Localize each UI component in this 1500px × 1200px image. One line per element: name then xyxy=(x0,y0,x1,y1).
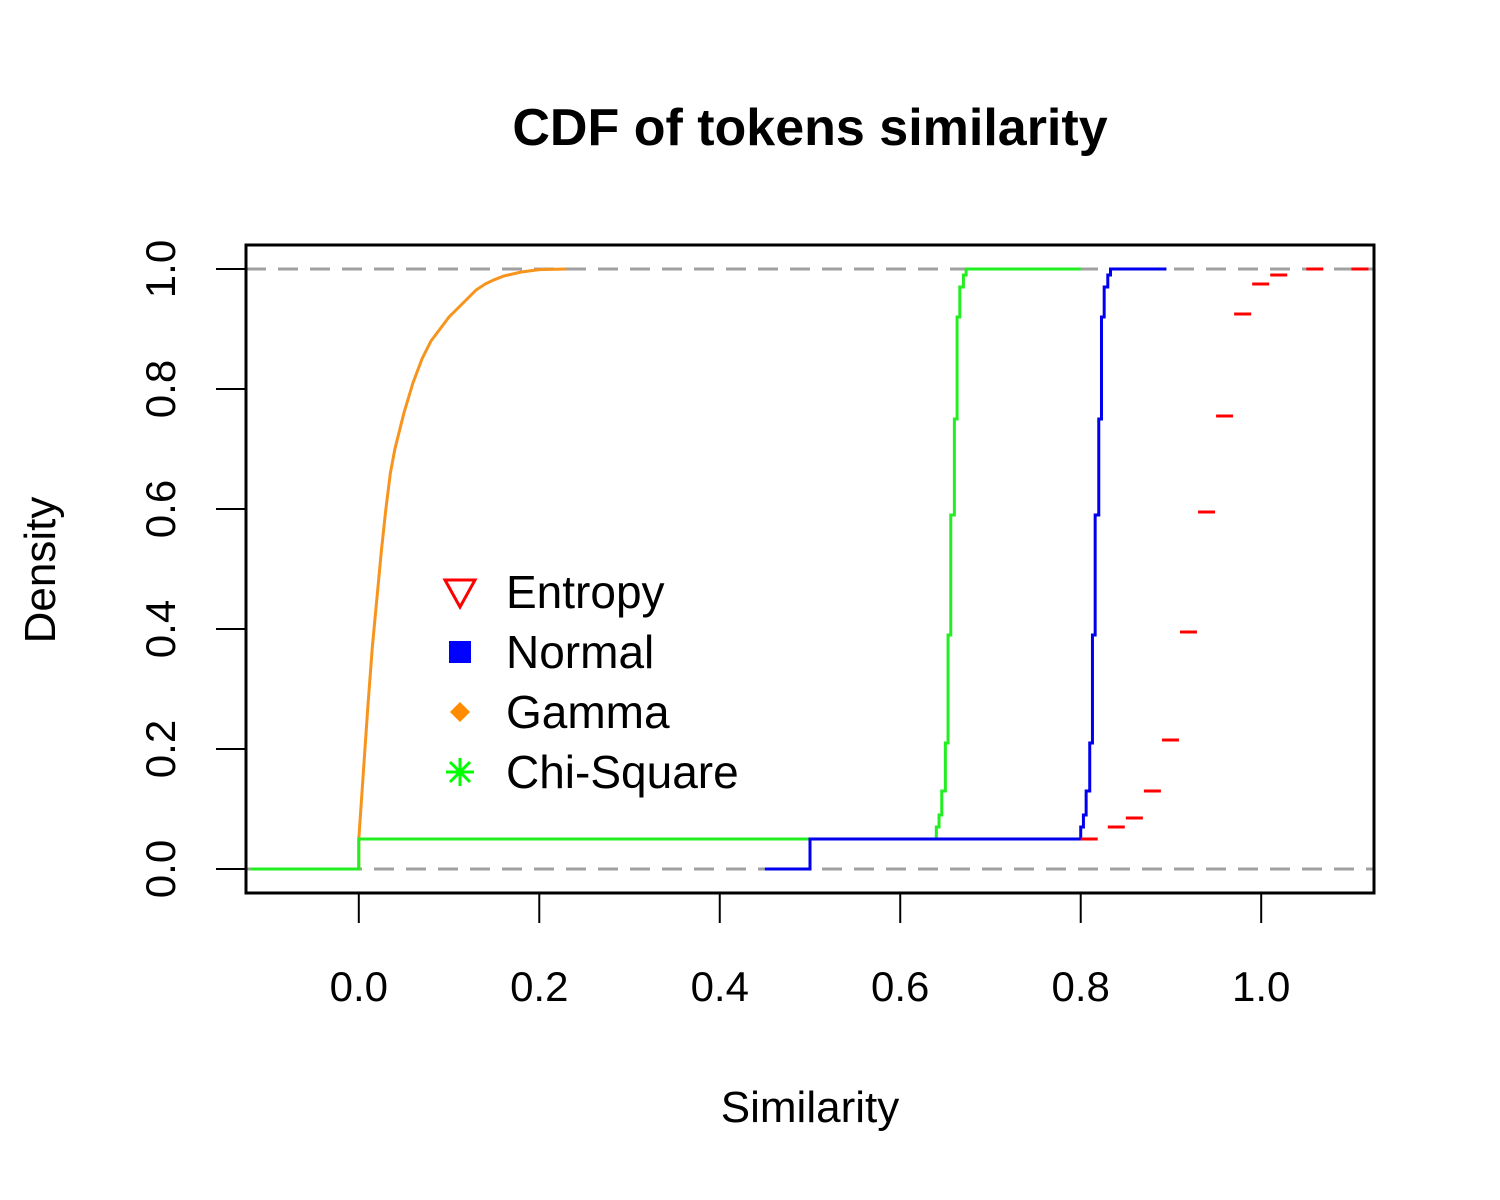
series-line xyxy=(250,267,567,871)
legend-label: Normal xyxy=(506,626,654,678)
series-entropy xyxy=(1080,267,1369,841)
legend-item: Normal xyxy=(449,626,654,678)
y-tick-label: 0.8 xyxy=(137,360,184,418)
x-tick-label: 1.0 xyxy=(1232,963,1290,1010)
x-tick-label: 0.6 xyxy=(871,963,929,1010)
y-axis-label: Density xyxy=(16,497,65,644)
x-tick-label: 0.2 xyxy=(510,963,568,1010)
series-layer xyxy=(250,267,1369,871)
chart-title: CDF of tokens similarity xyxy=(512,99,1107,157)
series-line xyxy=(764,267,1167,871)
y-tick-label: 0.6 xyxy=(137,480,184,538)
y-tick-label: 0.2 xyxy=(137,720,184,778)
x-axis-label: Similarity xyxy=(721,1083,899,1132)
y-tick-label: 0.4 xyxy=(137,600,184,658)
legend: Entropy Normal Gamma Chi-Square xyxy=(442,566,739,798)
legend-label: Entropy xyxy=(506,566,665,618)
legend-item: Gamma xyxy=(450,686,670,738)
series-gamma xyxy=(250,267,567,871)
y-tick-label: 0.0 xyxy=(137,840,184,898)
x-tick-label: 0.0 xyxy=(330,963,388,1010)
x-axis: 0.0 0.2 0.4 0.6 0.8 1.0 xyxy=(330,892,1290,1010)
reference-lines xyxy=(246,267,1374,871)
x-tick-label: 0.8 xyxy=(1052,963,1110,1010)
y-axis: 0.0 0.2 0.4 0.6 0.8 1.0 xyxy=(137,240,246,898)
legend-marker xyxy=(442,578,478,611)
legend-marker xyxy=(449,641,471,663)
series-chi-square xyxy=(250,267,1081,871)
legend-label: Gamma xyxy=(506,686,670,738)
plot-frame xyxy=(244,243,1376,895)
legend-marker xyxy=(450,702,470,722)
legend-marker xyxy=(446,758,474,786)
x-tick-label: 0.4 xyxy=(691,963,749,1010)
legend-item: Entropy xyxy=(442,566,665,618)
series-normal xyxy=(764,267,1167,871)
y-tick-label: 1.0 xyxy=(137,240,184,298)
series-line xyxy=(250,267,1081,871)
legend-label: Chi-Square xyxy=(506,746,739,798)
legend-item: Chi-Square xyxy=(446,746,739,798)
